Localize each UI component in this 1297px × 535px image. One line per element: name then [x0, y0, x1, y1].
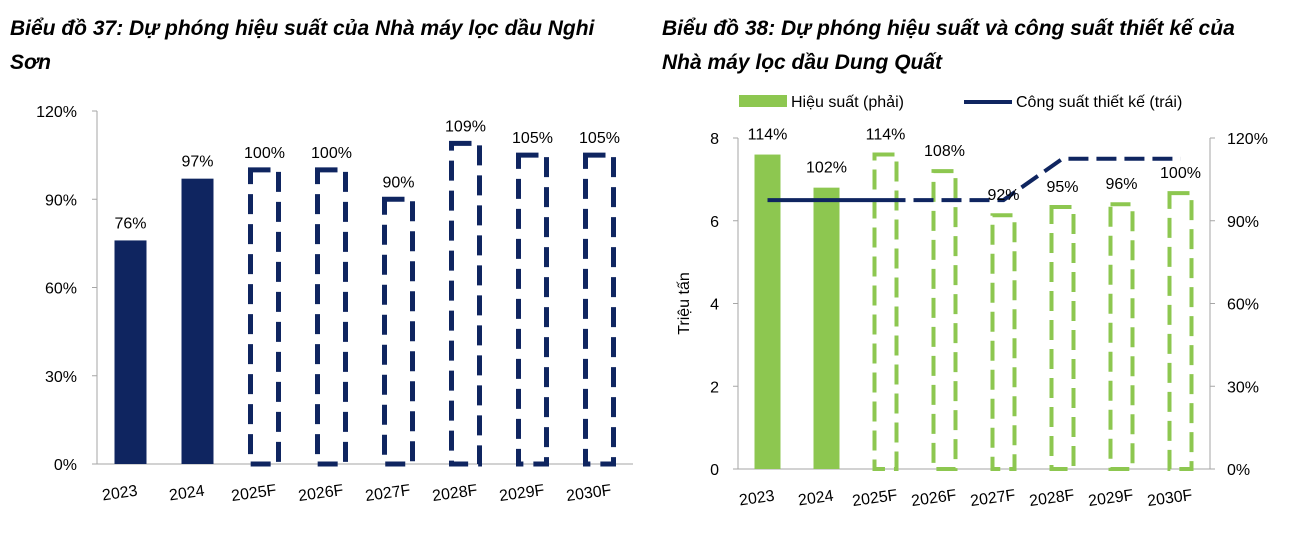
right-y-tick-label: 30% — [1227, 379, 1259, 396]
right-y-tick-label: 120% — [1227, 131, 1268, 148]
left-y-tick-label: 8 — [710, 131, 719, 148]
data-label: 100% — [1160, 165, 1201, 182]
y-tick-label: 30% — [45, 369, 77, 386]
data-label: 114% — [748, 127, 788, 144]
bar — [754, 154, 781, 470]
left-y-tick-label: 2 — [710, 379, 719, 396]
bar — [382, 196, 415, 467]
bar — [516, 152, 549, 467]
x-tick-label: 2023 — [101, 483, 139, 505]
bar — [931, 169, 958, 471]
data-label: 76% — [114, 215, 146, 232]
x-tick-label: 2023 — [738, 488, 776, 510]
right-y-tick-label: 90% — [1227, 214, 1259, 231]
x-tick-label: 2030F — [565, 482, 613, 505]
data-label: 105% — [579, 130, 620, 147]
y-tick-label: 60% — [45, 281, 77, 298]
design-capacity-line-forecast — [885, 156, 1181, 203]
x-tick-label: 2024 — [168, 483, 206, 505]
right-y-tick-label: 60% — [1227, 297, 1259, 314]
data-label: 96% — [1105, 176, 1137, 193]
chart-38-title: Biểu đồ 38: Dự phóng hiệu suất và công s… — [662, 17, 1235, 74]
y-tick-label: 90% — [45, 192, 77, 209]
bar — [583, 152, 616, 467]
x-tick-label: 2026F — [297, 482, 345, 505]
bar — [1049, 204, 1076, 471]
bar — [248, 167, 281, 467]
x-tick-label: 2027F — [364, 482, 412, 505]
x-tick-label: 2028F — [1028, 487, 1076, 510]
data-label: 100% — [244, 145, 285, 162]
x-tick-label: 2026F — [910, 487, 958, 510]
bar — [1108, 202, 1135, 471]
data-label: 108% — [924, 143, 965, 160]
bar — [114, 240, 147, 464]
y-axis-title: Triệu tấn — [676, 272, 693, 335]
x-tick-label: 2024 — [797, 488, 835, 510]
data-label: 102% — [806, 160, 847, 177]
bar — [872, 152, 899, 472]
data-label: 100% — [311, 145, 352, 162]
chart-37: 0% 30% 60% 90% 120% 76% 2023 97% 2024 100% 2025F 10… — [36, 104, 633, 505]
data-label: 114% — [866, 127, 906, 144]
data-label: 97% — [181, 154, 213, 171]
data-label: 92% — [987, 187, 1019, 204]
chart-37-title: Biểu đồ 37: Dự phóng hiệu suất của Nhà m… — [10, 17, 595, 74]
left-y-tick-label: 4 — [710, 297, 719, 314]
bar — [990, 213, 1017, 471]
left-y-tick-label: 6 — [710, 214, 719, 231]
legend-swatch-hieu-suat — [739, 95, 787, 107]
x-tick-label: 2027F — [969, 487, 1017, 510]
right-y-tick-label: 0% — [1227, 462, 1250, 479]
x-tick-label: 2030F — [1146, 487, 1194, 510]
x-tick-label: 2028F — [431, 482, 479, 505]
legend-label-cong-suat: Công suất thiết kế (trái) — [1016, 94, 1182, 111]
data-label: 90% — [382, 174, 414, 191]
bar — [315, 167, 348, 467]
left-y-tick-label: 0 — [710, 462, 719, 479]
legend-label-hieu-suat: Hiệu suất (phải) — [791, 94, 904, 111]
data-label: 95% — [1046, 179, 1078, 196]
bar — [181, 178, 214, 465]
x-tick-label: 2029F — [498, 482, 546, 505]
x-tick-label: 2025F — [230, 482, 278, 505]
data-label: 105% — [512, 130, 553, 147]
bar — [813, 187, 840, 469]
x-tick-label: 2025F — [851, 487, 899, 510]
y-tick-label: 120% — [36, 104, 77, 121]
y-tick-label: 0% — [54, 457, 77, 474]
x-tick-label: 2029F — [1087, 487, 1135, 510]
data-label: 109% — [445, 118, 486, 135]
bar — [1167, 191, 1194, 472]
bar — [449, 140, 482, 467]
